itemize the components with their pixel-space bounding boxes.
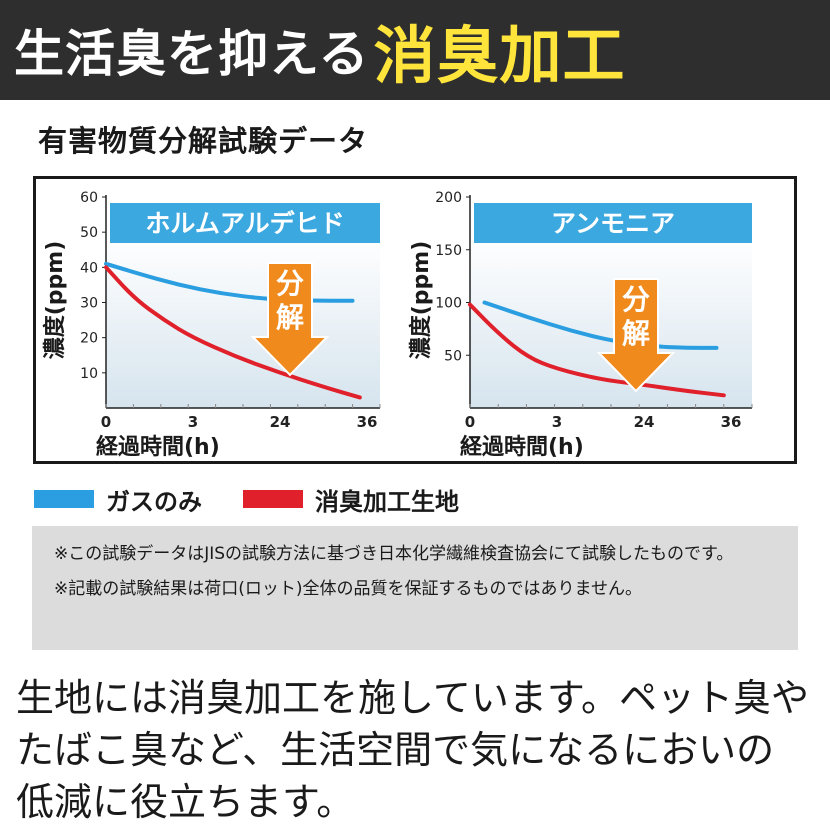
chart-2: アンモニア 50 100 150 200 0 3 24 36 濃度(ppm) 経過時間(h) 分解 (408, 190, 753, 460)
decomposition-arrow (250, 262, 330, 377)
x-axis-label: 経過時間(h) (96, 434, 220, 460)
x-tick-label: 36 (721, 413, 742, 431)
description-line-3: 低減に役立ちます。 (16, 780, 355, 824)
chart-title-band (474, 203, 752, 243)
y-tick-label: 150 (435, 243, 462, 259)
x-tick-label: 24 (270, 413, 291, 431)
plot-background (106, 237, 380, 408)
arrow-label-char: 解 (276, 301, 304, 334)
x-tick-label: 3 (188, 413, 198, 431)
chart-title: アンモニア (551, 209, 675, 238)
y-tick-label: 40 (80, 260, 98, 276)
chart-1: ホルムアルデヒド 10 20 30 40 50 60 0 3 24 36 濃度(ppm) 経過時間(h)… (42, 190, 381, 460)
y-tick-label: 20 (80, 331, 98, 347)
y-tick-label: 60 (80, 190, 98, 206)
banner-title-main: 生活臭を抑える (14, 25, 370, 83)
series-line-fabric (468, 302, 726, 398)
description-line-2: たばこ臭など、生活空間で気になるにおいの (16, 728, 775, 772)
y-tick-label: 10 (80, 366, 98, 382)
description-text: 生地には消臭加工を施しています。ペット臭や たばこ臭など、生活空間で気になるにお… (16, 672, 816, 828)
y-tick-label: 30 (80, 296, 98, 312)
note-test-method: ※この試験データはJISの試験方法に基づき日本化学繊維検査協会にて試験したもので… (54, 544, 734, 564)
legend-swatch-fabric (243, 490, 303, 508)
chart-title: ホルムアルデヒド (145, 209, 344, 238)
y-axis-label: 濃度(ppm) (408, 241, 434, 360)
banner-title-highlight: 消臭加工 (373, 19, 626, 92)
x-axis-label: 経過時間(h) (460, 434, 584, 460)
series-line-fabric (104, 265, 362, 400)
header-banner: 生活臭を抑える 消臭加工 (0, 0, 830, 100)
y-tick-label: 50 (80, 225, 98, 241)
arrow-label-char: 分 (276, 267, 304, 300)
chart-title-band (110, 203, 380, 243)
x-tick-label: 24 (634, 413, 655, 431)
y-tick-label: 100 (435, 296, 462, 312)
legend-fabric: 消臭加工生地 (243, 482, 459, 516)
arrow-label-char: 分 (622, 283, 650, 316)
y-tick-label: 200 (435, 190, 462, 206)
arrow-label-char: 解 (622, 317, 650, 350)
section-title: 有害物質分解試験データ (38, 124, 369, 158)
note-disclaimer: ※記載の試験結果は荷口(ロット)全体の品質を保証するものではありません。 (54, 579, 642, 599)
y-axis-label: 濃度(ppm) (42, 241, 68, 360)
description-line-1: 生地には消臭加工を施しています。ペット臭や (16, 676, 810, 720)
legend-label-fabric: 消臭加工生地 (315, 487, 459, 516)
series-line-gas-only (482, 300, 719, 350)
x-tick-label: 36 (357, 413, 378, 431)
notes-box: ※この試験データはJISの試験方法に基づき日本化学繊維検査協会にて試験したもので… (32, 526, 798, 650)
legend-label-gas-only: ガスのみ (106, 487, 202, 516)
x-tick-label: 3 (552, 413, 562, 431)
legend-swatch-gas-only (34, 490, 94, 508)
banner-title: 生活臭を抑える 消臭加工 (14, 14, 626, 92)
y-tick-label: 50 (444, 348, 462, 364)
x-tick-label: 0 (101, 413, 111, 431)
legend-gas-only: ガスのみ (34, 482, 202, 516)
decomposition-arrow (596, 278, 676, 393)
x-tick-label: 0 (465, 413, 475, 431)
